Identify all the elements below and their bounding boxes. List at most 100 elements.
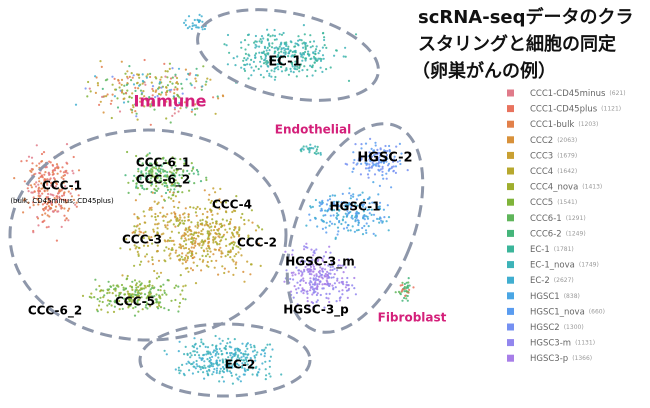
dot xyxy=(321,259,324,262)
dot xyxy=(196,18,199,21)
dot xyxy=(186,257,189,260)
dot xyxy=(289,67,292,70)
dot xyxy=(133,264,136,267)
dot xyxy=(165,86,168,89)
dot xyxy=(159,172,162,175)
dot xyxy=(47,205,51,208)
dot xyxy=(259,60,262,63)
dot xyxy=(44,212,47,215)
dot xyxy=(164,215,167,218)
dot xyxy=(177,104,180,107)
dot xyxy=(289,40,292,43)
dot xyxy=(159,235,162,238)
dot xyxy=(235,362,238,365)
dot xyxy=(194,74,198,77)
dot xyxy=(223,267,226,270)
dot xyxy=(240,46,243,49)
dot xyxy=(176,82,180,85)
dot xyxy=(154,212,157,216)
dot xyxy=(244,370,247,373)
dot xyxy=(46,189,49,192)
dot xyxy=(106,311,109,314)
dot xyxy=(60,176,63,179)
dot xyxy=(107,299,110,302)
dot xyxy=(166,221,169,224)
dot xyxy=(157,201,160,204)
dot xyxy=(213,368,216,371)
dot xyxy=(262,51,265,55)
dot xyxy=(271,42,274,45)
dot xyxy=(192,206,195,209)
dot xyxy=(297,43,300,46)
dot xyxy=(321,54,325,57)
dot xyxy=(179,103,182,106)
dot xyxy=(317,52,320,55)
dot xyxy=(351,204,354,207)
dot xyxy=(201,357,204,360)
dot xyxy=(354,220,357,223)
dot xyxy=(147,163,150,167)
dot xyxy=(259,55,263,58)
dot xyxy=(219,367,222,370)
dot xyxy=(294,42,297,45)
dot xyxy=(218,207,221,210)
dot xyxy=(43,201,46,205)
dot xyxy=(280,70,284,73)
dot xyxy=(348,192,351,195)
dot xyxy=(299,52,302,55)
dot xyxy=(139,89,143,92)
dot xyxy=(205,353,208,356)
dot xyxy=(244,358,248,361)
dot xyxy=(289,277,292,281)
dot xyxy=(55,166,58,169)
legend-name: CCC1-CD45minus xyxy=(530,89,606,99)
dot xyxy=(346,209,349,212)
dot xyxy=(385,153,388,157)
dot xyxy=(321,257,324,260)
dot xyxy=(344,207,347,210)
dot xyxy=(251,221,254,224)
dot xyxy=(64,171,67,174)
dot xyxy=(183,374,186,377)
dot xyxy=(346,276,349,280)
cluster-label: CCC-4 xyxy=(212,198,252,212)
dot xyxy=(207,198,210,201)
dot xyxy=(114,88,117,91)
dot xyxy=(150,162,153,165)
dot xyxy=(252,69,255,72)
dot xyxy=(56,172,59,175)
dot xyxy=(311,286,314,289)
dot xyxy=(168,67,171,70)
dot xyxy=(227,223,230,226)
dot xyxy=(135,282,138,285)
dot xyxy=(55,195,58,198)
dot xyxy=(186,353,189,356)
dot xyxy=(401,283,404,287)
dot xyxy=(403,290,406,293)
dot xyxy=(323,282,326,286)
dot xyxy=(229,220,232,224)
dot xyxy=(346,213,349,217)
dot xyxy=(151,87,154,91)
dot xyxy=(322,214,325,217)
dot xyxy=(291,249,294,252)
dot xyxy=(368,166,371,169)
dot xyxy=(151,258,154,261)
dot xyxy=(323,38,326,42)
dot xyxy=(143,284,146,287)
dot xyxy=(314,69,317,72)
dot xyxy=(363,224,366,228)
dot xyxy=(309,277,312,280)
dot xyxy=(241,362,244,365)
dot xyxy=(28,206,32,209)
dot xyxy=(187,247,191,251)
dot xyxy=(166,89,169,92)
dot xyxy=(229,250,232,253)
dot xyxy=(205,370,209,373)
dot xyxy=(186,267,189,270)
dot xyxy=(318,282,321,286)
dot xyxy=(241,212,244,216)
dot xyxy=(130,79,133,82)
dot xyxy=(149,180,152,183)
dot xyxy=(317,275,321,278)
